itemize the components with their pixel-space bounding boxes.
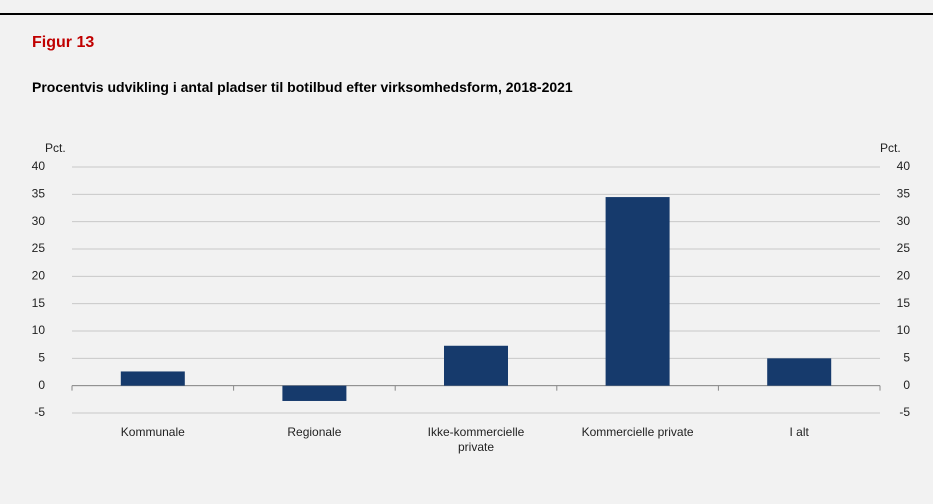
y2-tick-label: 10 xyxy=(897,323,911,337)
y-tick-label: 0 xyxy=(38,378,45,392)
y-tick-label: 20 xyxy=(32,269,46,283)
y-tick-label: 40 xyxy=(32,159,46,173)
x-tick-label: I alt xyxy=(789,425,809,439)
figure-label: Figur 13 xyxy=(32,34,95,51)
y2-tick-label: 40 xyxy=(897,159,911,173)
bar xyxy=(120,371,185,386)
bar xyxy=(767,358,832,386)
y2-tick-label: -5 xyxy=(899,405,910,419)
y2-tick-label: 0 xyxy=(903,378,910,392)
y-tick-label: 5 xyxy=(38,351,45,365)
top-rule xyxy=(0,13,933,15)
x-tick-label: Kommunale xyxy=(120,425,185,439)
x-tick-label: Kommercielle private xyxy=(581,425,694,439)
bar xyxy=(282,385,347,401)
y-tick-label: 30 xyxy=(32,214,46,228)
y-tick-label: -5 xyxy=(34,405,45,419)
y-axis-label: Pct. xyxy=(45,141,66,155)
x-tick-label: Ikke-kommercielle private xyxy=(427,425,525,454)
y2-tick-label: 25 xyxy=(897,241,911,255)
y-tick-label: 25 xyxy=(32,241,46,255)
y2-tick-label: 20 xyxy=(897,269,911,283)
y-tick-label: 10 xyxy=(32,323,46,337)
x-tick-label: Regionale xyxy=(287,425,342,439)
bar xyxy=(444,345,508,386)
y2-tick-label: 15 xyxy=(897,296,911,310)
y2-tick-label: 5 xyxy=(903,351,910,365)
y-tick-label: 15 xyxy=(32,296,46,310)
bar xyxy=(605,197,670,386)
y2-tick-label: 30 xyxy=(897,214,911,228)
y2-axis-label: Pct. xyxy=(880,141,901,155)
y-tick-label: 35 xyxy=(32,187,46,201)
chart-title: Procentvis udvikling i antal pladser til… xyxy=(32,79,573,95)
y2-tick-label: 35 xyxy=(897,187,911,201)
